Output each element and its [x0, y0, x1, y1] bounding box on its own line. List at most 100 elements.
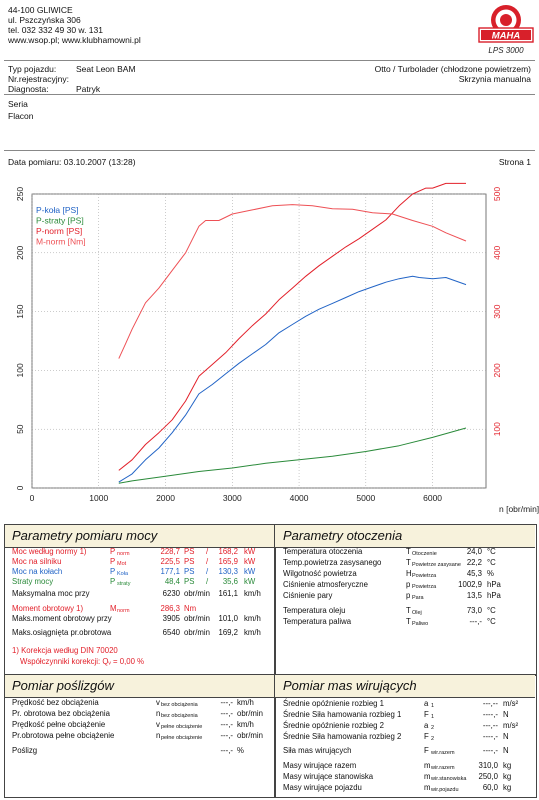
- env-row-label: Temperatura otoczenia: [283, 547, 363, 556]
- power-row-label: Moc według normy 1): [12, 547, 87, 556]
- power-row-unit1: Nm: [184, 604, 197, 613]
- y-right-tick-label: 300: [492, 304, 502, 318]
- mass-row-subscript: 1: [431, 714, 435, 720]
- mass-row-symbol: a: [424, 721, 429, 730]
- type-value: Seat Leon BAM: [76, 64, 136, 74]
- power-row-sep: /: [206, 567, 209, 576]
- x-tick-label: 5000: [356, 493, 375, 503]
- power-row-subscript: norm: [117, 551, 130, 557]
- power-row-value2: 168,2: [218, 547, 238, 556]
- mass-row-value: 310,0: [478, 761, 498, 770]
- mass-row-value: ----,-: [482, 746, 498, 755]
- env-row-symbol: T: [406, 606, 411, 615]
- x-axis-label: n [obr/min]: [499, 504, 539, 514]
- company-name: 44-100 GLIWICE: [8, 5, 73, 15]
- company-web: www.wsop.pl; www.klubhamowni.pl: [8, 35, 141, 45]
- y-left-tick-label: 200: [15, 245, 25, 259]
- env-row-subscript: Powietrza: [412, 573, 437, 579]
- legend-item-3: M-norm [Nm]: [36, 237, 86, 247]
- legend-item-1: P-straty [PS]: [36, 216, 84, 226]
- env-row-unit: °C: [487, 547, 496, 556]
- env-row-label: Wilgotność powietrza: [283, 569, 357, 578]
- env-row-subscript: Paliwo: [412, 621, 429, 627]
- env-row-symbol: T: [406, 617, 411, 626]
- series-block: Seria Flacon: [8, 99, 34, 121]
- env-row-value: 45,3: [466, 569, 482, 578]
- env-row-symbol: p: [406, 580, 411, 589]
- power-row-symbol: P: [110, 577, 116, 586]
- slip-title: Pomiar poślizgów: [12, 678, 114, 693]
- slip-row-unit: km/h: [237, 698, 254, 707]
- series-line-2: [118, 182, 466, 471]
- maha-logo: MAHA LPS 3000: [476, 2, 536, 58]
- env-row-value: 22,2: [466, 558, 482, 567]
- slip-row-value: ---,-: [220, 709, 233, 718]
- engine-type: Otto / Turbolader (chłodzone powietrzem): [374, 64, 531, 74]
- slip-row-label: Prędkość pełne obciążenie: [12, 720, 106, 729]
- slip-row-value: ---,-: [220, 746, 233, 755]
- slip-row-value: ---,-: [220, 731, 233, 740]
- mass-row-unit: kg: [503, 783, 512, 792]
- env-row-label: Temperatura paliwa: [283, 617, 352, 626]
- gearbox-type: Skrzynia manualna: [458, 74, 531, 84]
- mass-row-unit: kg: [503, 761, 512, 770]
- vehicle-labels: Typ pojazdu: Nr.rejestracyjny: Diagnosta…: [8, 64, 69, 94]
- power-row-sep: /: [206, 577, 209, 586]
- power-row-value1: 3905: [162, 614, 180, 623]
- power-row-symbol: M: [110, 604, 117, 613]
- env-row-subscript: Para: [412, 595, 424, 601]
- mass-row-symbol: F: [424, 710, 429, 719]
- slip-row-unit: km/h: [237, 720, 254, 729]
- power-row-subscript: Mot: [117, 561, 127, 567]
- power-row-value1: 6230: [162, 589, 180, 598]
- slip-row-unit: obr/min: [237, 731, 263, 740]
- power-row-value1: 286,3: [160, 604, 180, 613]
- logo-text: MAHA: [492, 31, 521, 42]
- power-row-value2: 161,1: [218, 589, 238, 598]
- slip-row-symbol: v: [156, 720, 160, 729]
- y-left-tick-label: 250: [15, 187, 25, 201]
- reg-value: [76, 74, 136, 84]
- slip-row-subscript: pełne obciążenie: [161, 735, 203, 741]
- mass-section: [274, 674, 537, 798]
- power-row-unit2: kW: [244, 557, 256, 566]
- env-row-subscript: Olej: [412, 610, 422, 616]
- mass-row-symbol: m: [424, 783, 431, 792]
- mass-row-unit: N: [503, 746, 509, 755]
- power-row-sep: /: [206, 547, 209, 556]
- y-right-tick-label: 200: [492, 363, 502, 377]
- power-row-label: Straty mocy: [12, 577, 54, 586]
- env-row-value: 73,0: [466, 606, 482, 615]
- diag-value: Patryk: [76, 84, 101, 94]
- slip-row-subscript: pełne obciążenie: [161, 724, 203, 730]
- env-row-label: Temp.powietrza zasysanego: [283, 558, 382, 567]
- env-row-unit: %: [487, 569, 494, 578]
- power-row-unit2: km/h: [244, 589, 261, 598]
- env-row-label: Temperatura oleju: [283, 606, 346, 615]
- env-row-symbol: p: [406, 591, 411, 600]
- plot-frame: [31, 193, 487, 489]
- env-row-value: ---,-: [469, 617, 482, 626]
- env-title-bar: [275, 525, 535, 548]
- power-row-label: Moc na kołach: [12, 567, 63, 576]
- power-row-unit1: obr/min: [184, 628, 210, 637]
- slip-row-value: ---,-: [220, 720, 233, 729]
- slip-section: [4, 674, 276, 798]
- vehicle-values: Seat Leon BAM Patryk: [76, 64, 136, 94]
- series-line-0: [118, 275, 467, 483]
- slip-row-subscript: bez obciążenia: [161, 702, 198, 708]
- mass-row-unit: N: [503, 732, 509, 741]
- mass-row-unit: N: [503, 710, 509, 719]
- type-label: Typ pojazdu:: [8, 64, 57, 74]
- logo-model: LPS 3000: [488, 46, 524, 55]
- mass-row-value: 250,0: [478, 772, 498, 781]
- mass-row-symbol: a: [424, 699, 429, 708]
- mass-title-bar: [275, 675, 535, 698]
- power-row-unit1: PS: [184, 557, 195, 566]
- power-row-value1: 225,5: [160, 557, 180, 566]
- power-row-unit1: PS: [184, 547, 195, 556]
- slip-row-symbol: n: [156, 731, 161, 740]
- company-phone: tel. 032 332 49 30 w. 131: [8, 25, 103, 35]
- company-street: ul. Pszczyńska 306: [8, 15, 81, 25]
- mass-row-unit: m/s²: [503, 721, 519, 730]
